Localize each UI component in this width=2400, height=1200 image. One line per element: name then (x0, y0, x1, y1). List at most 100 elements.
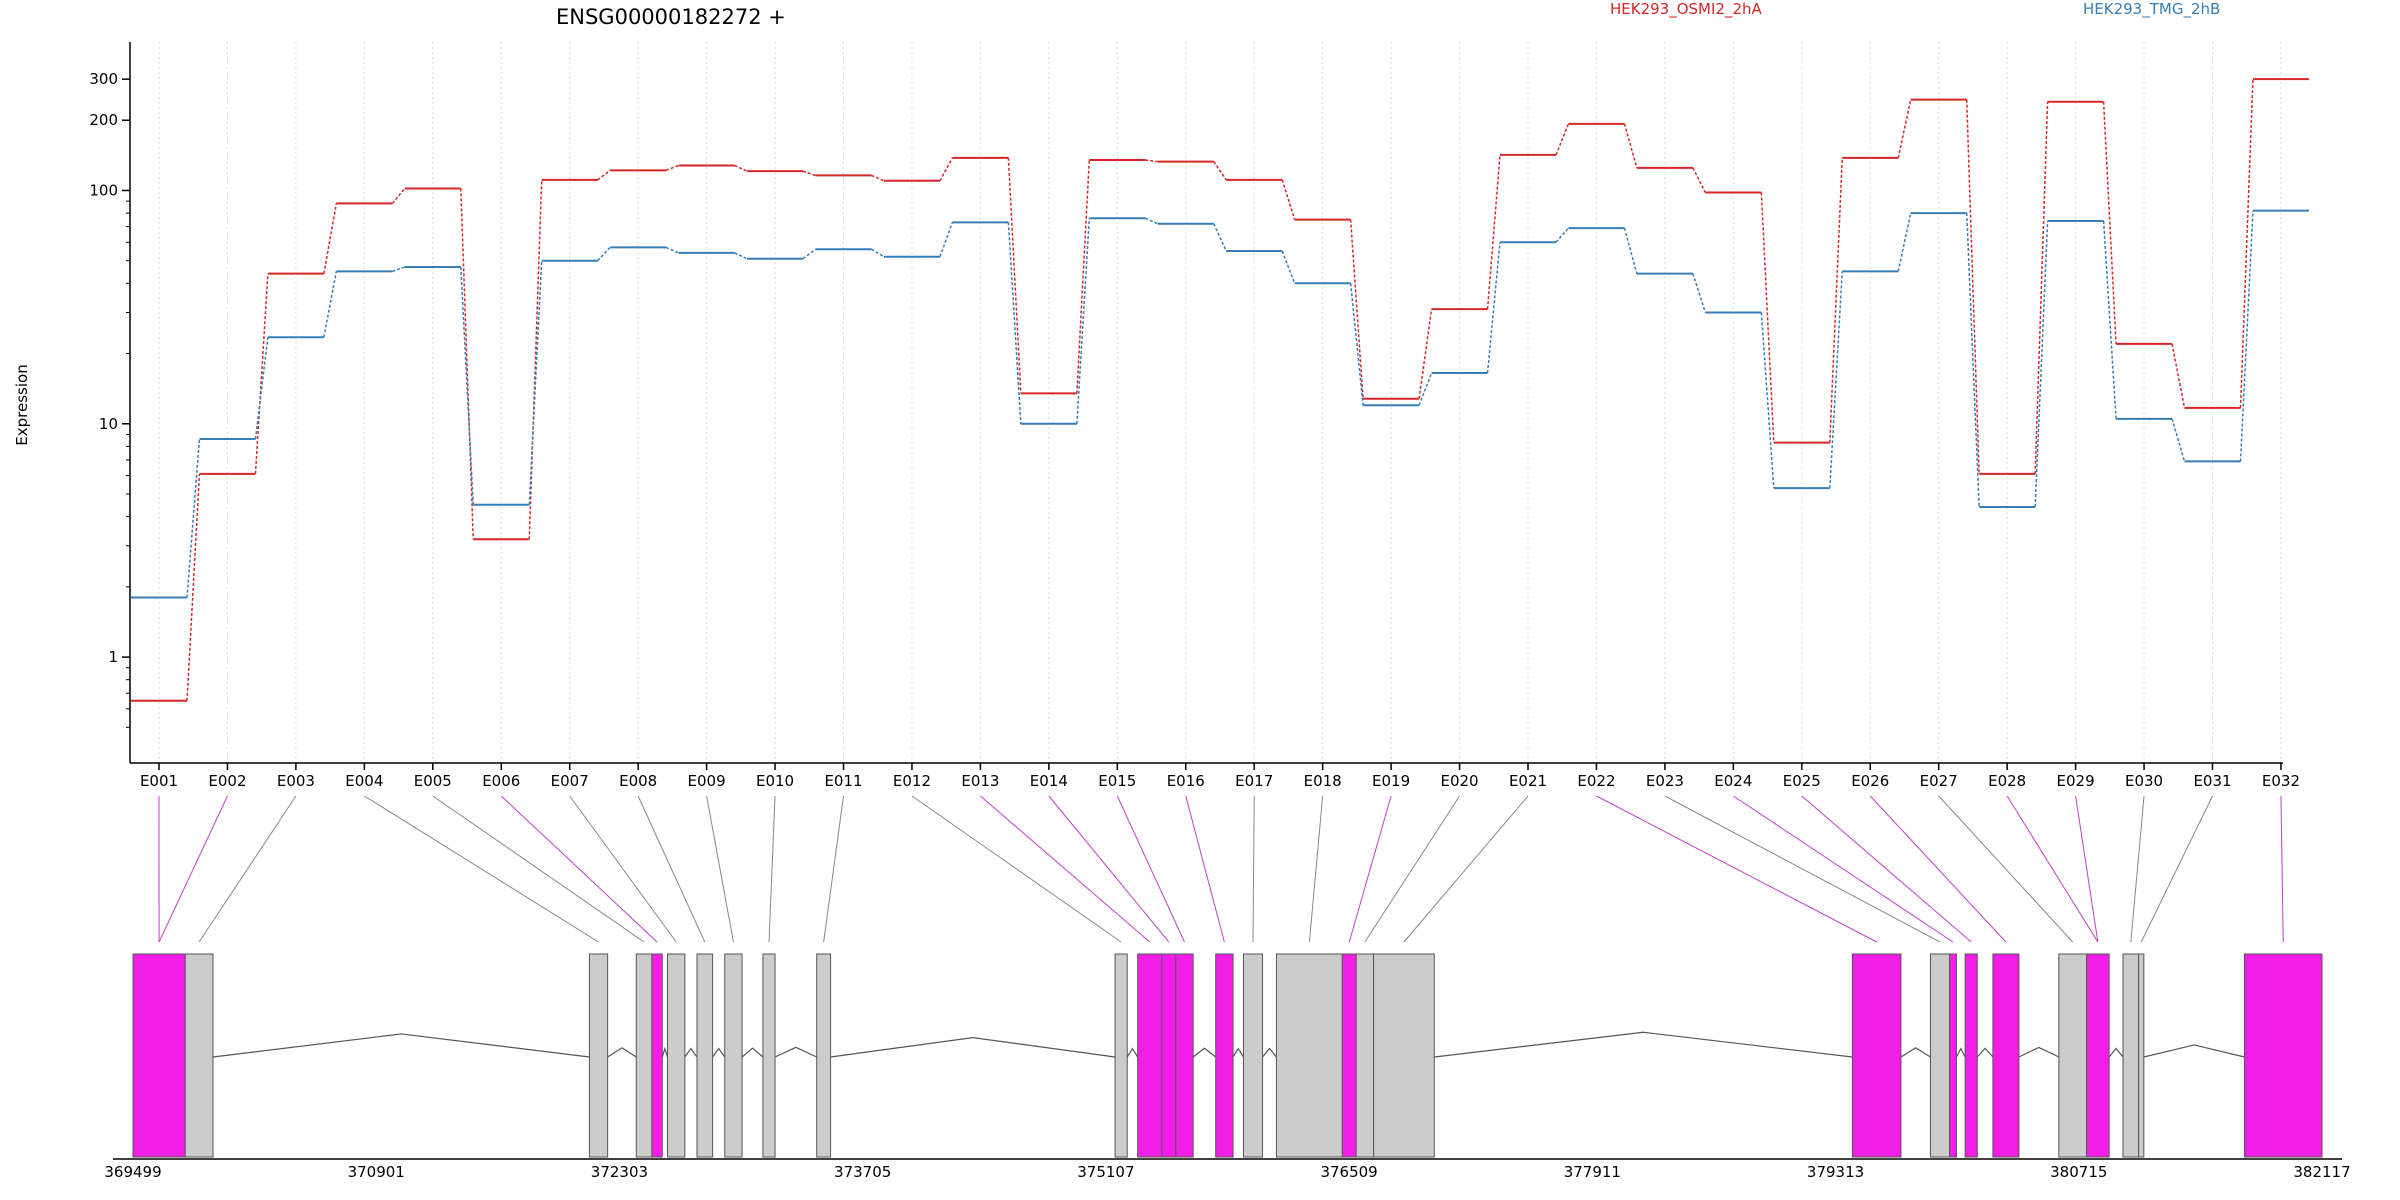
x-tick-label: E016 (1167, 772, 1205, 790)
series-connector (1555, 123, 1570, 156)
exon-block (816, 953, 832, 1158)
genomic-tick-label: 373705 (834, 1163, 891, 1181)
series-connector (186, 439, 201, 598)
series-connector (1486, 242, 1501, 374)
series-connector (323, 203, 338, 274)
x-tick-label: E013 (961, 772, 999, 790)
exon-link-line (158, 795, 228, 943)
series-connector (1418, 309, 1433, 399)
y-tick-label: 300 (89, 70, 118, 88)
intron-line (2143, 1044, 2245, 1058)
series-connector (1007, 157, 1022, 394)
exon-block (696, 953, 714, 1158)
series-connector (186, 473, 201, 701)
exon-link-line (823, 795, 844, 943)
intron-line (1976, 1047, 1994, 1058)
genomic-tick-label: 369499 (104, 1163, 161, 1181)
x-tick-label: E022 (1577, 772, 1615, 790)
genomic-tick-label: 377911 (1564, 1163, 1621, 1181)
exon-block (724, 953, 743, 1158)
exon-link-line (911, 795, 1122, 943)
exon-block-highlighted (1215, 953, 1234, 1158)
intron-line (1900, 1047, 1931, 1058)
series-connector (1760, 312, 1775, 489)
exon-block (635, 953, 653, 1158)
x-tick-label: E025 (1783, 772, 1821, 790)
x-tick-label: E007 (551, 772, 589, 790)
legend-entry-tmg: HEK293_TMG_2hB (2083, 0, 2220, 19)
intron-line (684, 1047, 698, 1058)
exon-link-line (1048, 795, 1170, 943)
exon-block-highlighted (651, 953, 663, 1158)
exon-link-line (1348, 795, 1392, 943)
x-tick-label: E028 (1988, 772, 2026, 790)
series-connector (1692, 273, 1707, 313)
series-connector (1829, 157, 1843, 443)
x-tick-label: E009 (688, 772, 726, 790)
series-connector (2239, 79, 2254, 408)
series-connector (1281, 179, 1296, 220)
exon-block-highlighted (132, 953, 186, 1158)
x-tick-label: E018 (1304, 772, 1342, 790)
genomic-tick-label: 379313 (1807, 1163, 1864, 1181)
series-connector (802, 170, 816, 177)
x-tick-label: E008 (619, 772, 657, 790)
intron-line (661, 1046, 669, 1058)
intron-line (1192, 1047, 1217, 1058)
exon-block (1114, 953, 1128, 1158)
series-connector (2034, 101, 2049, 474)
series-connector (1965, 99, 1980, 474)
x-tick-label: E019 (1372, 772, 1410, 790)
intron-line (1434, 1031, 1853, 1058)
series-connector (1829, 271, 1843, 489)
genomic-tick-label: 370901 (348, 1163, 405, 1181)
exon-link-line (1733, 795, 1954, 943)
series-connector (2034, 220, 2049, 507)
series-connector (2102, 101, 2117, 344)
x-tick-label: E014 (1030, 772, 1068, 790)
exon-link-lines (158, 795, 2284, 943)
exon-block-highlighted (1161, 953, 1177, 1158)
x-tick-label: E030 (2125, 772, 2163, 790)
exon-block (666, 953, 686, 1158)
exon-link-line (198, 795, 297, 943)
intron-line (1126, 1047, 1139, 1058)
intron-line (1232, 1047, 1244, 1058)
grid-lines (158, 42, 2282, 763)
series-connector (1213, 223, 1227, 252)
genomic-tick-label: 372303 (591, 1163, 648, 1181)
exon-block-highlighted (1137, 953, 1163, 1158)
series-connector (939, 157, 954, 182)
series-connector (1007, 222, 1022, 424)
exon-link-line (1596, 795, 1877, 943)
exon-block (588, 953, 609, 1158)
series-connector (254, 337, 269, 440)
series-connector (392, 266, 406, 273)
exon-block (1355, 953, 1375, 1158)
exon-block-highlighted (1175, 953, 1194, 1158)
exon-link-line (1308, 795, 1324, 943)
exon-block-highlighted (1992, 953, 2020, 1158)
series-connector (391, 187, 406, 204)
exon-link-line (1938, 795, 2074, 943)
series-connector (1281, 250, 1296, 284)
x-tick-label: E023 (1646, 772, 1684, 790)
exon-block (1373, 953, 1435, 1158)
x-tick-label: E031 (2193, 772, 2231, 790)
intron-line (212, 1033, 590, 1058)
exon-link-line (1252, 795, 1255, 943)
gene-model: 369499 370901 372303 373705 375107 376509 3779… (104, 953, 2351, 1181)
intron-line (2108, 1047, 2124, 1058)
intron-line (741, 1047, 764, 1058)
chart-title: ENSG00000182272 + (556, 5, 786, 29)
exon-link-line (2075, 795, 2099, 943)
intron-line (607, 1047, 637, 1058)
legend-entry-osmi2: HEK293_OSMI2_2hA (1610, 0, 1763, 19)
exon-link-line (1364, 795, 1460, 943)
series-connector (1213, 161, 1227, 181)
genomic-tick-label: 382117 (2293, 1163, 2350, 1181)
x-tick-label: E003 (277, 772, 315, 790)
x-tick-label: E001 (140, 772, 178, 790)
exon-link-line (1664, 795, 1941, 943)
x-tick-label: E011 (824, 772, 862, 790)
